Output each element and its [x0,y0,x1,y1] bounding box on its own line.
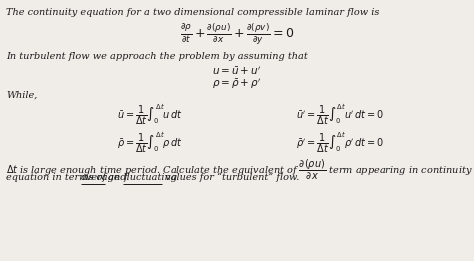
Text: $\bar{\rho}' = \dfrac{1}{\Delta t}\int_{0}^{\Delta t} \rho'\,dt = 0$: $\bar{\rho}' = \dfrac{1}{\Delta t}\int_{… [296,130,384,155]
Text: While,: While, [6,91,37,100]
Text: values for “turbulent” flow.: values for “turbulent” flow. [162,173,300,182]
Text: fluctuating: fluctuating [123,173,177,182]
Text: The continuity equation for a two dimensional compressible laminar flow is: The continuity equation for a two dimens… [6,8,379,17]
Text: $\bar{u} = \dfrac{1}{\Delta t}\int_{0}^{\Delta t} u\,dt$: $\bar{u} = \dfrac{1}{\Delta t}\int_{0}^{… [117,102,183,127]
Text: and: and [105,173,130,182]
Text: $\frac{\partial \rho}{\partial t}+\frac{\partial(\rho u)}{\partial x}+\frac{\par: $\frac{\partial \rho}{\partial t}+\frac{… [180,22,294,47]
Text: In turbulent flow we approach the problem by assuming that: In turbulent flow we approach the proble… [6,52,308,61]
Text: $u = \bar{u} + u'$: $u = \bar{u} + u'$ [212,65,262,78]
Text: average: average [81,173,120,182]
Text: $\Delta t$ is large enough time period. Calculate the equivalent of $\dfrac{\par: $\Delta t$ is large enough time period. … [6,158,473,182]
Text: $\bar{u}' = \dfrac{1}{\Delta t}\int_{0}^{\Delta t} u'\,dt = 0$: $\bar{u}' = \dfrac{1}{\Delta t}\int_{0}^… [296,102,384,127]
Text: equation in terms of: equation in terms of [6,173,109,182]
Text: $\rho = \bar{\rho} + \rho'$: $\rho = \bar{\rho} + \rho'$ [212,77,262,91]
Text: $\bar{\rho} = \dfrac{1}{\Delta t}\int_{0}^{\Delta t} \rho\,dt$: $\bar{\rho} = \dfrac{1}{\Delta t}\int_{0… [117,130,183,155]
